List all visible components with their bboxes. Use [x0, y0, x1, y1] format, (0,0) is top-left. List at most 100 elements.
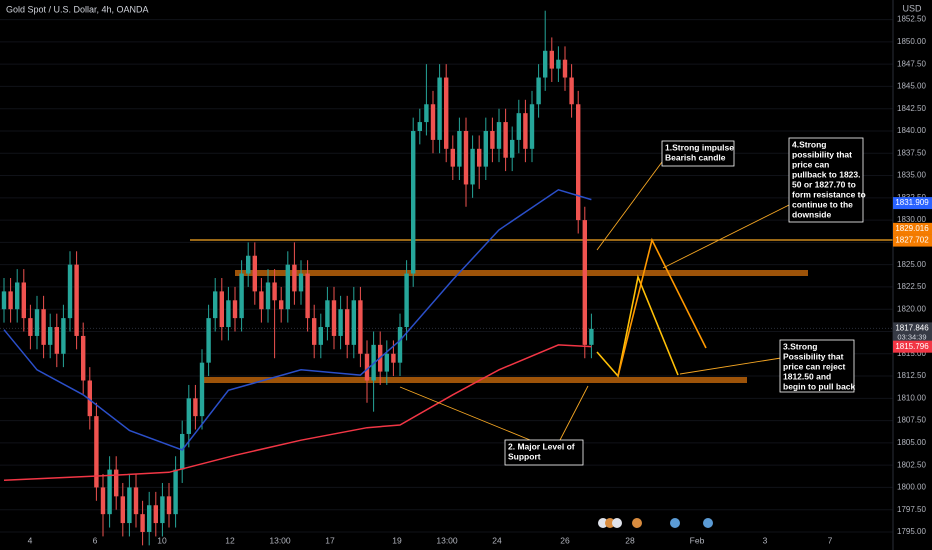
candle-body [411, 130, 416, 274]
candle-body [1, 291, 7, 310]
candle-body [430, 104, 436, 140]
annotation-text: 1.Strong impulse [665, 142, 734, 152]
y-tick-label: 1840.00 [897, 126, 926, 135]
candle-body [259, 291, 264, 310]
annotation-text: downside [792, 209, 831, 219]
candle-body [193, 398, 198, 417]
price-tag [893, 322, 932, 343]
event-icons [598, 518, 713, 528]
candle-body [338, 309, 343, 336]
candle-body [523, 113, 528, 149]
candle-body [569, 77, 574, 105]
annotation-text: price can [792, 159, 829, 169]
candle-body [503, 122, 508, 158]
candle-body [87, 380, 92, 417]
candle-body [589, 328, 594, 345]
candle-body [391, 353, 396, 363]
candle-body [417, 122, 422, 131]
candle-body [576, 104, 581, 221]
moving-average [3, 188, 592, 451]
candle-body [325, 300, 330, 328]
annotation-text: pullback to 1823. [792, 169, 861, 179]
candle-body [239, 273, 244, 319]
projection-path [617, 237, 707, 377]
candle-body [463, 130, 469, 185]
candle-body [186, 398, 191, 434]
y-tick-label: 1850.00 [897, 37, 926, 46]
annotation-text: Support [508, 451, 541, 461]
candle-body [81, 335, 86, 381]
x-tick-label: 26 [560, 535, 570, 545]
projection-path [596, 274, 679, 378]
candle-body [358, 300, 363, 354]
y-tick-label: 1835.00 [897, 171, 926, 180]
candle-body [226, 300, 231, 328]
annotation-text: 4.Strong [792, 139, 826, 149]
annotation-text: price can reject [783, 361, 846, 371]
price-tag [893, 197, 932, 210]
x-tick-label: 13:00 [269, 535, 291, 545]
resistance-zone [235, 270, 808, 276]
candle-body [107, 469, 112, 515]
annotation-text: 1812.50 and [783, 371, 831, 381]
moving-average [3, 344, 592, 482]
x-tick-label: 6 [93, 535, 98, 545]
y-tick-label: 1842.50 [897, 104, 926, 113]
candle-body [272, 282, 277, 301]
candle-body [470, 148, 475, 185]
price-tag-label: 1831.909 [895, 198, 929, 207]
candle-body [397, 327, 403, 363]
candle-body [153, 505, 158, 524]
candle-body [114, 469, 119, 497]
y-tick-label: 1837.50 [897, 148, 926, 157]
candle-body [127, 487, 132, 524]
candles [1, 10, 594, 546]
candle-body [285, 264, 290, 310]
candle-body [364, 353, 370, 381]
candle-body [199, 362, 205, 417]
y-tick-label: 1802.50 [897, 460, 926, 469]
candle-body [437, 77, 442, 140]
annotation-text: Bearish candle [665, 152, 726, 162]
candle-body [543, 50, 548, 78]
candle-body [61, 318, 66, 354]
x-tick-label: 12 [225, 535, 235, 545]
x-tick-label: 3 [763, 535, 768, 545]
candle-body [312, 318, 317, 345]
price-tag [893, 340, 932, 353]
candle-body [556, 59, 561, 69]
x-tick-label: 13:00 [436, 535, 458, 545]
candle-body [529, 104, 535, 149]
x-tick-label: 10 [157, 535, 167, 545]
price-tag [893, 234, 932, 247]
candle-body [516, 113, 521, 140]
y-tick-label: 1825.00 [897, 260, 926, 269]
price-tag-label: 1829.016 [895, 224, 929, 233]
candle-body [298, 273, 304, 292]
chart-title: Gold Spot / U.S. Dollar, 4h, OANDA [6, 4, 149, 14]
annotation-text: 2. Major Level of [508, 441, 575, 451]
candle-body [424, 104, 429, 123]
price-tag [893, 222, 932, 235]
price-axis [893, 0, 932, 550]
candle-body [444, 77, 449, 149]
x-tick-label: 17 [325, 535, 335, 545]
candle-body [404, 273, 409, 328]
candle-body [562, 59, 568, 78]
candle-body [28, 318, 33, 336]
candle-body [74, 264, 79, 336]
price-tag-label: 1817.846 [895, 324, 929, 333]
candle-body [292, 264, 297, 292]
candle-body [536, 77, 541, 105]
annotation-text: form resistance to [792, 189, 866, 199]
candle-body [67, 264, 73, 319]
candle-body [331, 300, 337, 336]
x-tick-label: 24 [492, 535, 502, 545]
y-tick-label: 1815.00 [897, 349, 926, 358]
candle-body [133, 487, 139, 515]
candle-body [510, 139, 515, 158]
x-tick-label: 7 [828, 535, 833, 545]
